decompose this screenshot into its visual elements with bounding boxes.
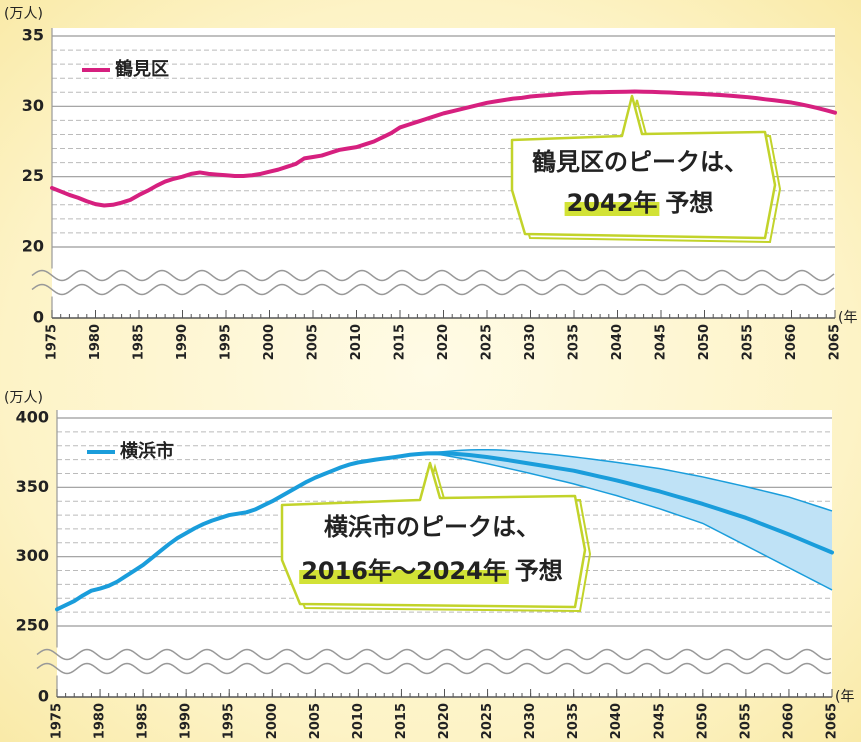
y-tick-label: 250 [16, 616, 49, 635]
x-tick-label: 2040 [609, 703, 624, 739]
x-tick-label: 2000 [262, 324, 277, 360]
annotation-highlight-text: 2016年〜2024年 [301, 557, 507, 585]
x-tick-label: 2025 [480, 324, 495, 360]
x-tick-label: 2030 [523, 703, 538, 739]
x-tick-label: 2040 [610, 324, 625, 360]
y-axis-unit: (万人) [4, 390, 43, 406]
x-tick-label: 1985 [132, 324, 147, 360]
x-tick-label: 2030 [523, 324, 538, 360]
x-tick-label: 1990 [179, 703, 194, 739]
annotation-highlight-text: 2042年 [567, 189, 658, 217]
y-tick-label: 25 [22, 166, 44, 185]
x-tick-label: 1975 [50, 703, 65, 739]
y-tick-label: 0 [33, 308, 44, 327]
x-tick-label: 2000 [265, 703, 280, 739]
x-tick-label: 2010 [349, 324, 364, 360]
x-tick-label: 2015 [394, 703, 409, 739]
x-tick-label: 2045 [652, 703, 667, 739]
annotation-line: 予想 [515, 557, 563, 585]
x-tick-label: 2050 [697, 324, 712, 360]
y-tick-label: 300 [16, 546, 49, 565]
y-axis-unit: (万人) [4, 6, 43, 22]
series-line [50, 89, 837, 208]
x-tick-label: 2065 [828, 324, 843, 360]
series-line [55, 451, 834, 612]
x-axis-unit: (年 [838, 310, 857, 326]
x-tick-label: 2060 [784, 324, 799, 360]
x-axis-unit: (年 [835, 689, 854, 705]
x-tick-label: 2045 [654, 324, 669, 360]
x-tick-label: 1995 [222, 703, 237, 739]
annotation-highlight [299, 570, 509, 584]
legend-label: 横浜市 [120, 440, 174, 462]
x-tick-label: 2015 [393, 324, 408, 360]
x-tick-label: 2060 [781, 703, 796, 739]
y-tick-label: 35 [22, 26, 44, 45]
x-tick-label: 2050 [695, 703, 710, 739]
y-tick-label: 30 [22, 96, 44, 115]
x-tick-label: 2025 [480, 703, 495, 739]
annotation-line: 横浜市のピークは、 [324, 513, 540, 541]
y-tick-label: 20 [22, 237, 44, 256]
axis-break-wave [36, 648, 832, 661]
x-tick-label: 2020 [436, 324, 451, 360]
x-tick-label: 1990 [175, 324, 190, 360]
axis-break-wave [31, 283, 835, 296]
x-tick-label: 1980 [93, 703, 108, 739]
y-tick-label: 350 [16, 477, 49, 496]
axis-break-wave [36, 662, 832, 675]
x-tick-label: 2055 [738, 703, 753, 739]
annotation-line: 鶴見区のピークは、 [532, 148, 748, 176]
band-lower-line [427, 452, 833, 591]
x-tick-label: 1985 [136, 703, 151, 739]
x-tick-label: 2005 [308, 703, 323, 739]
legend-label: 鶴見区 [115, 58, 169, 80]
x-tick-label: 2065 [825, 703, 840, 739]
projection-band [427, 449, 832, 590]
x-tick-label: 1975 [45, 324, 60, 360]
band-upper-line [427, 449, 833, 512]
x-tick-label: 2020 [437, 703, 452, 739]
axis-break-wave [31, 269, 835, 282]
x-tick-label: 2035 [567, 324, 582, 360]
x-tick-label: 1980 [88, 324, 103, 360]
x-tick-label: 2055 [741, 324, 756, 360]
y-tick-label: 400 [16, 408, 49, 427]
y-tick-label: 0 [38, 687, 49, 706]
x-tick-label: 1995 [219, 324, 234, 360]
x-tick-label: 2035 [566, 703, 581, 739]
annotation-highlight [564, 202, 660, 216]
annotation-line: 予想 [665, 189, 713, 217]
x-tick-label: 2010 [351, 703, 366, 739]
x-tick-label: 2005 [306, 324, 321, 360]
